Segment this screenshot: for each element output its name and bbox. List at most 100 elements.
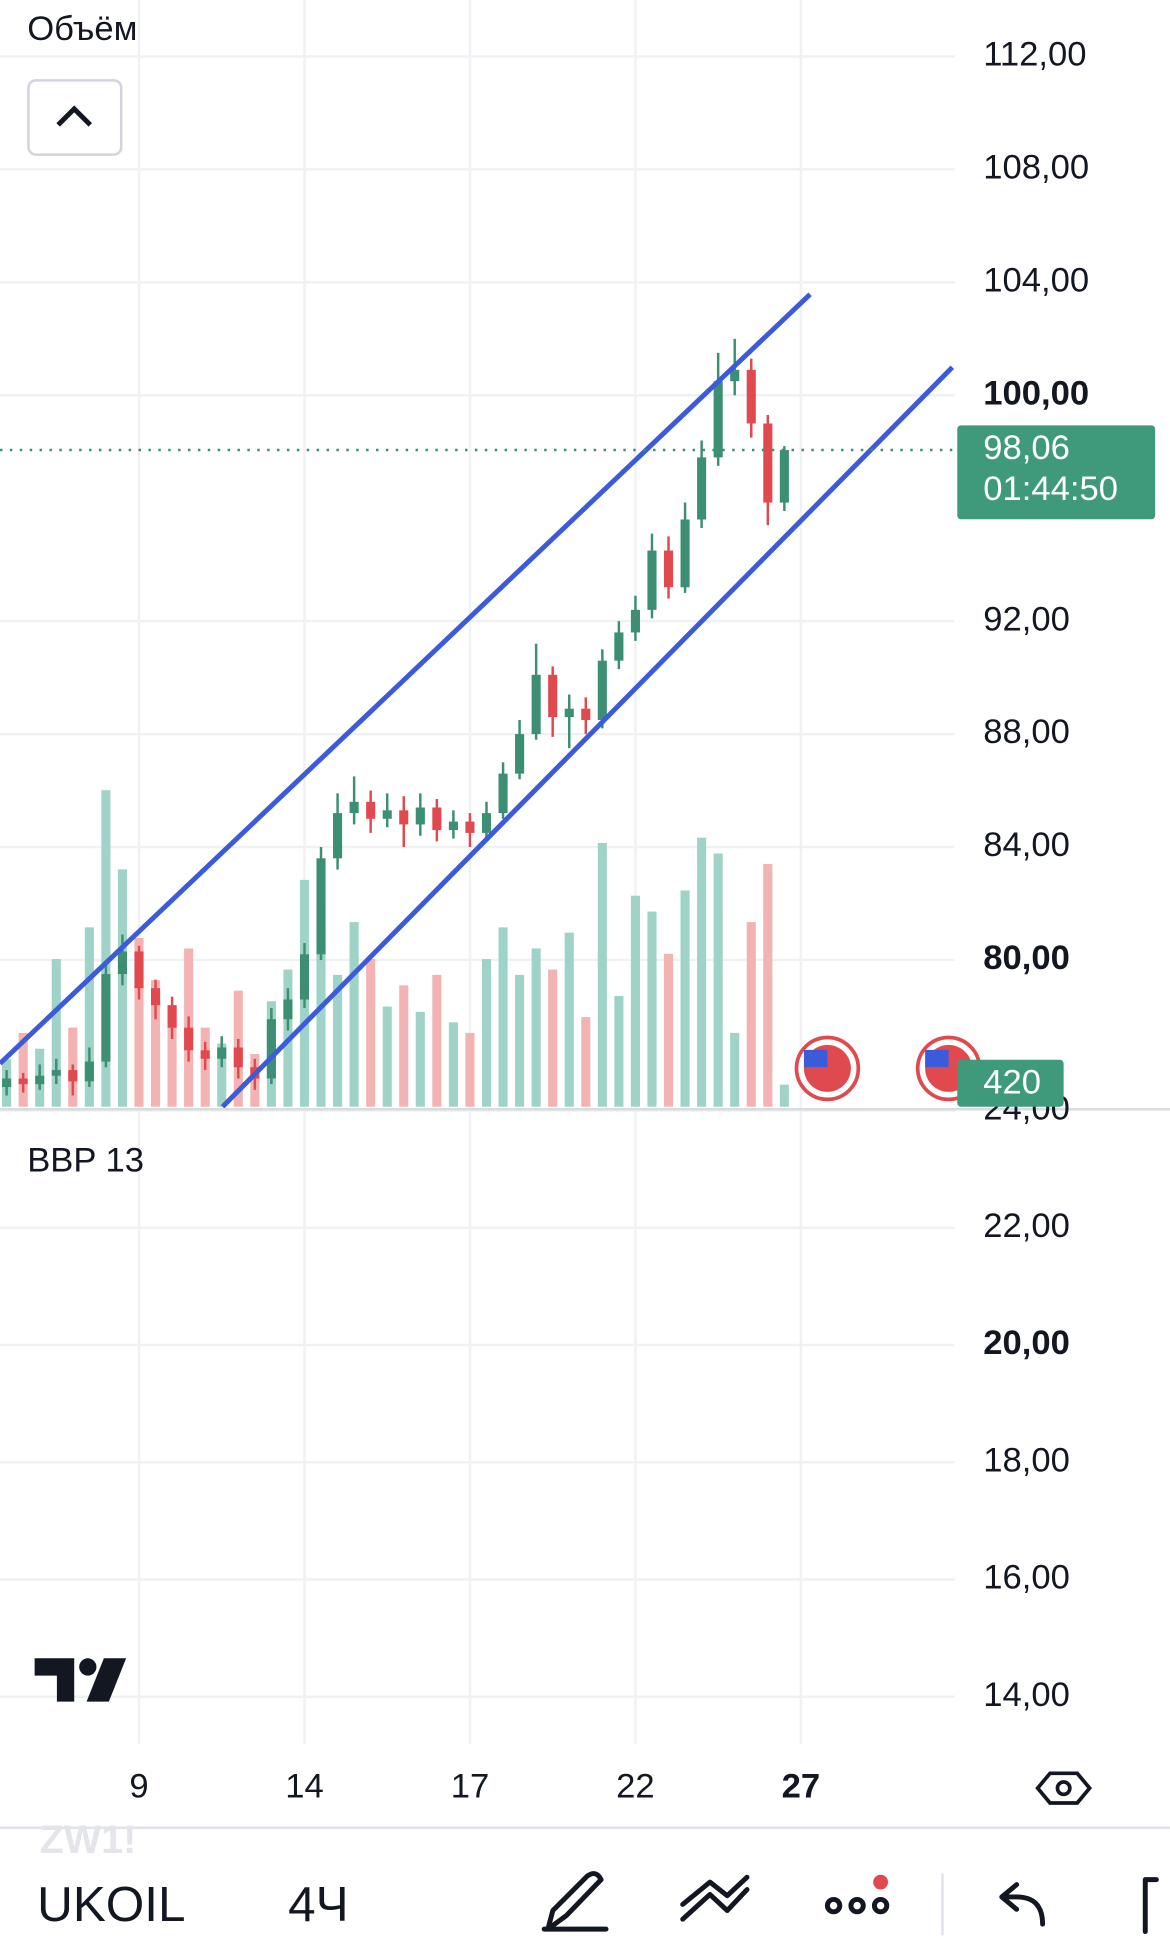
event-flag[interactable] xyxy=(794,1035,861,1102)
channel-upper xyxy=(0,292,812,1066)
volume-bar xyxy=(680,890,690,1107)
interval[interactable]: 4Ч xyxy=(288,1877,348,1932)
y-tick-label: 80,00 xyxy=(983,939,1070,977)
candle-body xyxy=(84,1061,94,1082)
y-tick-label: 84,00 xyxy=(983,826,1070,864)
grid xyxy=(0,0,955,1744)
indicator-tick-label: 16,00 xyxy=(983,1559,1070,1597)
candle-body xyxy=(630,609,640,633)
candle-body xyxy=(564,708,574,718)
more-dot[interactable] xyxy=(871,1896,890,1915)
candle-body xyxy=(746,369,756,424)
candle-body xyxy=(548,674,558,718)
indicator-title: BBP 13 xyxy=(27,1142,144,1180)
candle-body xyxy=(184,1027,194,1051)
candle-body xyxy=(399,810,409,825)
settings-icon[interactable] xyxy=(1035,1771,1093,1805)
volume-bar xyxy=(730,1032,740,1107)
candle-body xyxy=(134,951,144,989)
logo-dot xyxy=(79,1658,97,1676)
volume-bar xyxy=(117,869,128,1107)
candle-body xyxy=(366,801,376,819)
candle-body xyxy=(697,457,707,520)
volume-bar xyxy=(333,974,343,1107)
channel-lower xyxy=(220,365,955,1109)
candle-body xyxy=(233,1047,243,1068)
volume-bar xyxy=(481,959,492,1107)
volume-bar xyxy=(763,864,773,1107)
y-tick-label: 104,00 xyxy=(983,261,1089,299)
candle-body xyxy=(101,974,111,1062)
candle-body xyxy=(150,988,161,1006)
candle-body xyxy=(117,951,128,975)
symbol[interactable]: UKOIL xyxy=(37,1877,185,1932)
volume-bar xyxy=(647,911,657,1107)
volume-bar xyxy=(399,985,409,1107)
logo-v xyxy=(86,1658,127,1702)
volume-bar xyxy=(581,1017,591,1107)
lines-icon[interactable] xyxy=(680,1874,750,1922)
volume-bar xyxy=(531,948,541,1107)
collapse-button[interactable] xyxy=(27,79,123,156)
candle-body xyxy=(531,674,541,735)
candle-body xyxy=(217,1047,227,1059)
volume-bar xyxy=(548,969,558,1107)
notification-dot xyxy=(873,1874,889,1890)
candle-body xyxy=(316,858,326,955)
candle-body xyxy=(581,708,591,720)
candle-body xyxy=(35,1075,45,1085)
volume-bar xyxy=(746,922,756,1107)
volume-bar xyxy=(713,853,723,1107)
tradingview-logo xyxy=(34,1658,127,1702)
fullscreen-icon[interactable] xyxy=(1142,1877,1159,1935)
candle-body xyxy=(597,660,607,720)
undo-icon[interactable] xyxy=(999,1882,1046,1927)
candle-body xyxy=(614,632,624,661)
last-price-badge xyxy=(957,425,1156,520)
candle-body xyxy=(167,1005,177,1028)
candle-body xyxy=(730,369,740,382)
volume-bar xyxy=(382,1006,392,1107)
candle-body xyxy=(415,807,425,825)
volume-bar xyxy=(415,1011,425,1107)
candle-body xyxy=(68,1070,78,1082)
logo-t xyxy=(34,1658,75,1702)
candle-body xyxy=(779,450,789,503)
candle-body xyxy=(266,1019,276,1079)
draw-icon[interactable] xyxy=(541,1871,609,1932)
settings-hole xyxy=(1055,1780,1072,1797)
x-tick-label: 17 xyxy=(451,1767,490,1805)
candle-body xyxy=(680,519,690,588)
volume-bar xyxy=(614,995,624,1107)
x-tick-label: 14 xyxy=(285,1767,324,1805)
more-dot[interactable] xyxy=(848,1896,866,1915)
candle-body xyxy=(663,550,674,588)
flag-canton xyxy=(803,1049,828,1068)
volume-label: Объём xyxy=(27,10,137,48)
last-price-label: 98,06 xyxy=(983,429,1070,467)
y-tick-label: 88,00 xyxy=(983,713,1070,751)
candle-body xyxy=(498,773,508,814)
more-dot[interactable] xyxy=(824,1896,843,1915)
candle-body xyxy=(333,813,343,859)
volume-bar xyxy=(366,959,376,1107)
volume-bar xyxy=(697,837,707,1107)
volume-bar xyxy=(498,927,508,1107)
volume-bar xyxy=(217,1043,227,1107)
y-tick-label: 92,00 xyxy=(983,600,1070,638)
volume-bar xyxy=(134,937,144,1107)
y-tick-label: 112,00 xyxy=(983,36,1086,74)
candle-body xyxy=(283,999,293,1020)
chevron-up xyxy=(56,105,93,127)
volume-bar xyxy=(349,922,359,1107)
candle-body xyxy=(481,813,492,833)
volume-bar xyxy=(465,1032,475,1107)
candle-body xyxy=(713,381,723,458)
candle-body xyxy=(18,1078,28,1085)
volume-bar xyxy=(101,790,111,1107)
candle-body xyxy=(515,734,525,774)
candle-body xyxy=(349,801,359,814)
candle-body xyxy=(763,423,773,503)
candle-body xyxy=(382,810,392,819)
